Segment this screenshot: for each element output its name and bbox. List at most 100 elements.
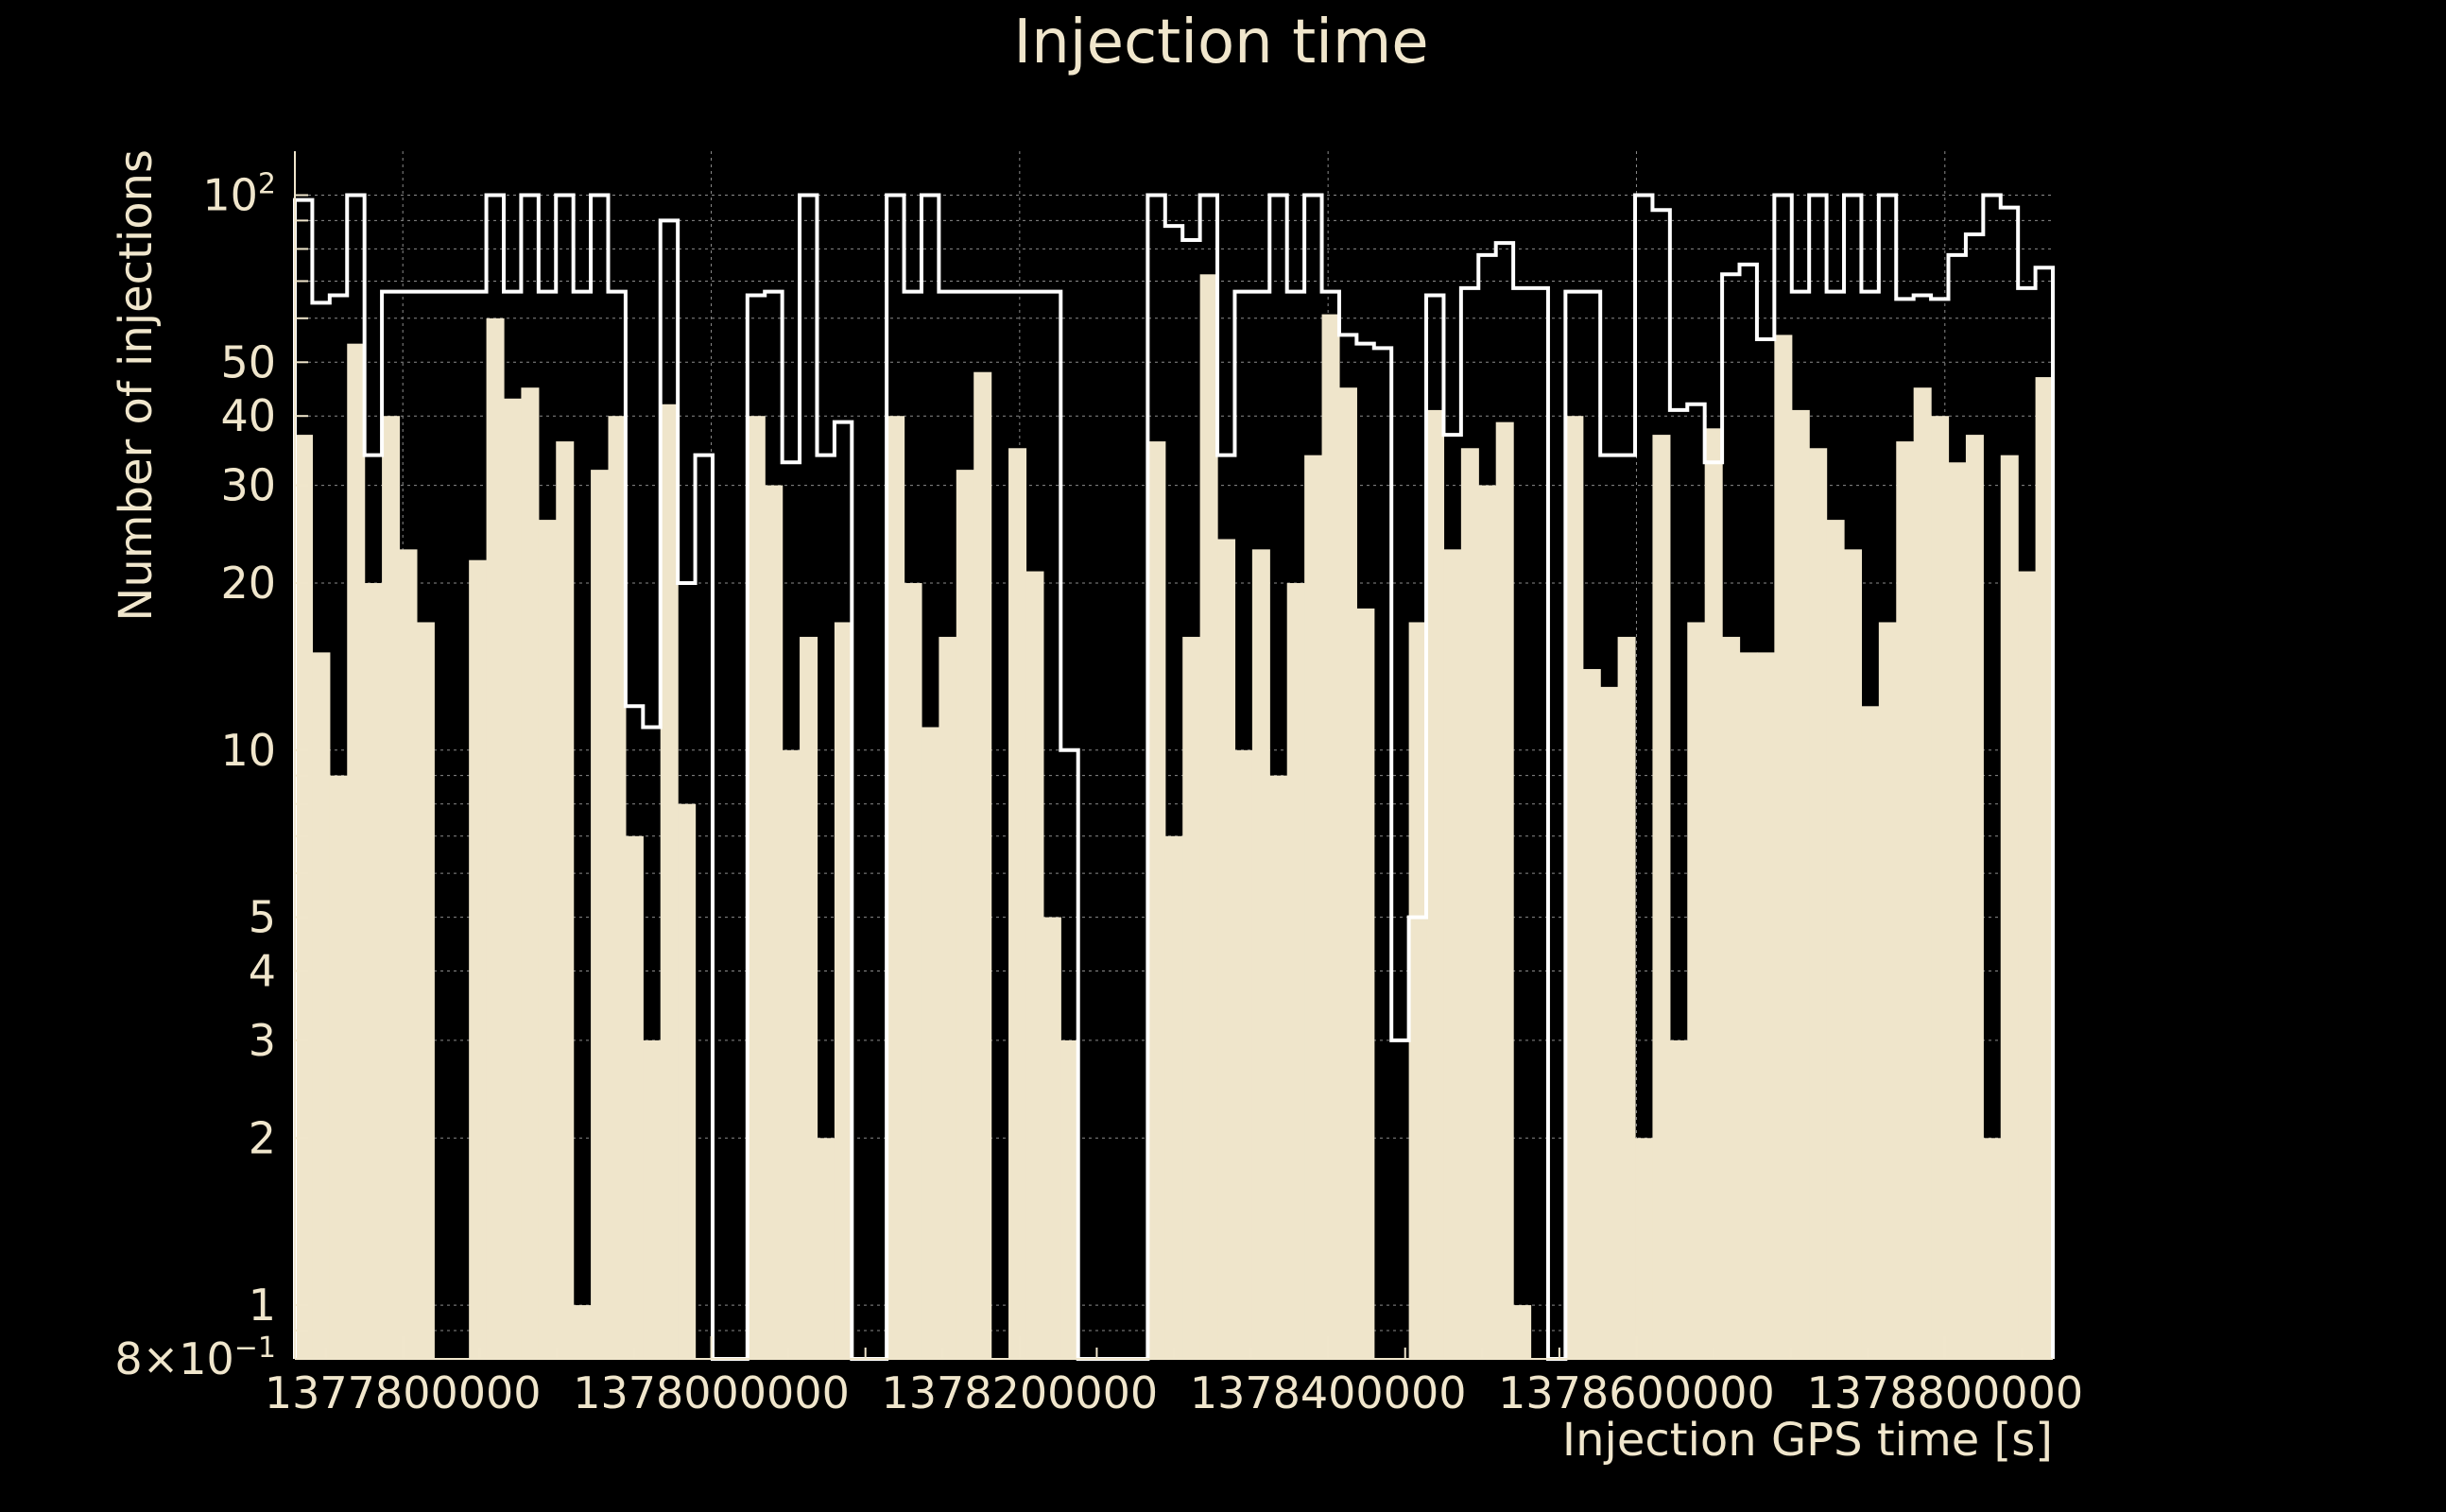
bar	[1844, 549, 1863, 1359]
bar	[1722, 636, 1741, 1359]
bar	[1008, 448, 1027, 1359]
bar	[765, 485, 784, 1359]
bar	[817, 1138, 835, 1359]
bar	[1913, 387, 1932, 1359]
bar	[1809, 448, 1828, 1359]
y-tick-label: 10	[220, 725, 276, 776]
bar	[800, 636, 818, 1359]
bar	[1338, 387, 1357, 1359]
y-tick-label-base: 3	[249, 1015, 276, 1066]
bar	[1251, 549, 1270, 1359]
bar	[956, 470, 974, 1359]
bar	[1408, 622, 1427, 1359]
y-tick-label-exponent: 2	[258, 168, 276, 201]
bar	[416, 622, 435, 1359]
x-tick-label: 1377800000	[265, 1367, 542, 1418]
bar	[556, 441, 575, 1359]
y-tick-label: 2	[249, 1112, 276, 1163]
bar	[625, 835, 644, 1359]
bar	[486, 318, 505, 1359]
y-tick-label: 5	[249, 892, 276, 943]
bar	[1983, 1138, 2002, 1359]
bar	[608, 416, 627, 1359]
bar	[1652, 435, 1671, 1359]
bar	[1513, 1305, 1532, 1359]
bar	[1600, 686, 1619, 1359]
bar	[329, 775, 348, 1359]
bar	[1704, 428, 1723, 1360]
bar	[347, 343, 366, 1360]
bar	[2000, 455, 2019, 1359]
bar	[1460, 448, 1479, 1359]
y-tick-label: 40	[220, 390, 276, 441]
bar	[1321, 314, 1340, 1360]
bar	[573, 1305, 592, 1359]
bar	[1147, 441, 1166, 1359]
bar	[939, 636, 957, 1359]
x-tick-label: 1378000000	[573, 1367, 850, 1418]
bar	[1774, 335, 1793, 1359]
bar	[921, 727, 939, 1359]
bar	[2018, 571, 2037, 1359]
bar	[1878, 622, 1897, 1359]
bar	[312, 652, 331, 1359]
y-tick-label-base: 10	[202, 170, 258, 221]
bar	[591, 470, 610, 1359]
bar	[1060, 1040, 1079, 1359]
y-tick-label-base: 10	[220, 725, 276, 776]
bar	[1426, 409, 1445, 1359]
bar	[1948, 462, 1967, 1360]
axis-ticks	[294, 151, 2053, 1360]
bar	[1199, 274, 1218, 1359]
bar	[1687, 622, 1706, 1359]
y-tick-label: 8×10−1	[114, 1332, 276, 1384]
bar	[1617, 636, 1636, 1359]
y-tick-label: 4	[249, 946, 276, 997]
outline-series	[293, 193, 2055, 1361]
bar	[643, 1040, 662, 1359]
bar	[1164, 835, 1183, 1359]
bar	[1635, 1138, 1654, 1359]
bar	[538, 520, 557, 1359]
bar	[521, 387, 540, 1359]
bar	[1269, 775, 1288, 1359]
y-tick-label-base: 8×10	[114, 1333, 233, 1384]
y-tick-label-base: 5	[249, 892, 276, 943]
bar	[1931, 416, 1950, 1359]
bar	[1495, 421, 1514, 1360]
bar	[1286, 583, 1305, 1359]
bar	[782, 749, 801, 1359]
bar	[1739, 652, 1758, 1359]
bar	[399, 549, 418, 1359]
bar	[1182, 636, 1201, 1359]
bar	[1217, 539, 1236, 1359]
bar	[1791, 409, 1810, 1359]
filled-series	[295, 274, 2054, 1360]
bar	[678, 803, 697, 1359]
bar	[887, 416, 905, 1359]
y-tick-label: 102	[202, 168, 276, 221]
y-tick-label-exponent: −1	[234, 1332, 276, 1365]
bar	[382, 416, 401, 1359]
x-tick-label: 1378400000	[1190, 1367, 1467, 1418]
y-axis-label: Number of injections	[110, 149, 163, 622]
bar	[1582, 668, 1601, 1359]
y-tick-label: 30	[220, 460, 276, 511]
bar	[469, 559, 488, 1359]
y-tick-label: 3	[249, 1015, 276, 1066]
bar	[973, 371, 992, 1360]
y-tick-label-base: 20	[220, 558, 276, 609]
x-tick-label: 1378800000	[1806, 1367, 2083, 1418]
bar	[660, 404, 679, 1359]
bar	[747, 416, 766, 1359]
y-tick-label-base: 1	[249, 1280, 276, 1331]
bar	[1443, 549, 1462, 1359]
y-tick-label-base: 4	[249, 946, 276, 997]
bar	[1304, 455, 1323, 1359]
bar	[1042, 917, 1061, 1359]
chart-title: Injection time	[1013, 8, 1428, 77]
y-tick-label: 20	[220, 558, 276, 609]
bar	[1965, 435, 1984, 1359]
y-tick-label-base: 40	[220, 390, 276, 441]
